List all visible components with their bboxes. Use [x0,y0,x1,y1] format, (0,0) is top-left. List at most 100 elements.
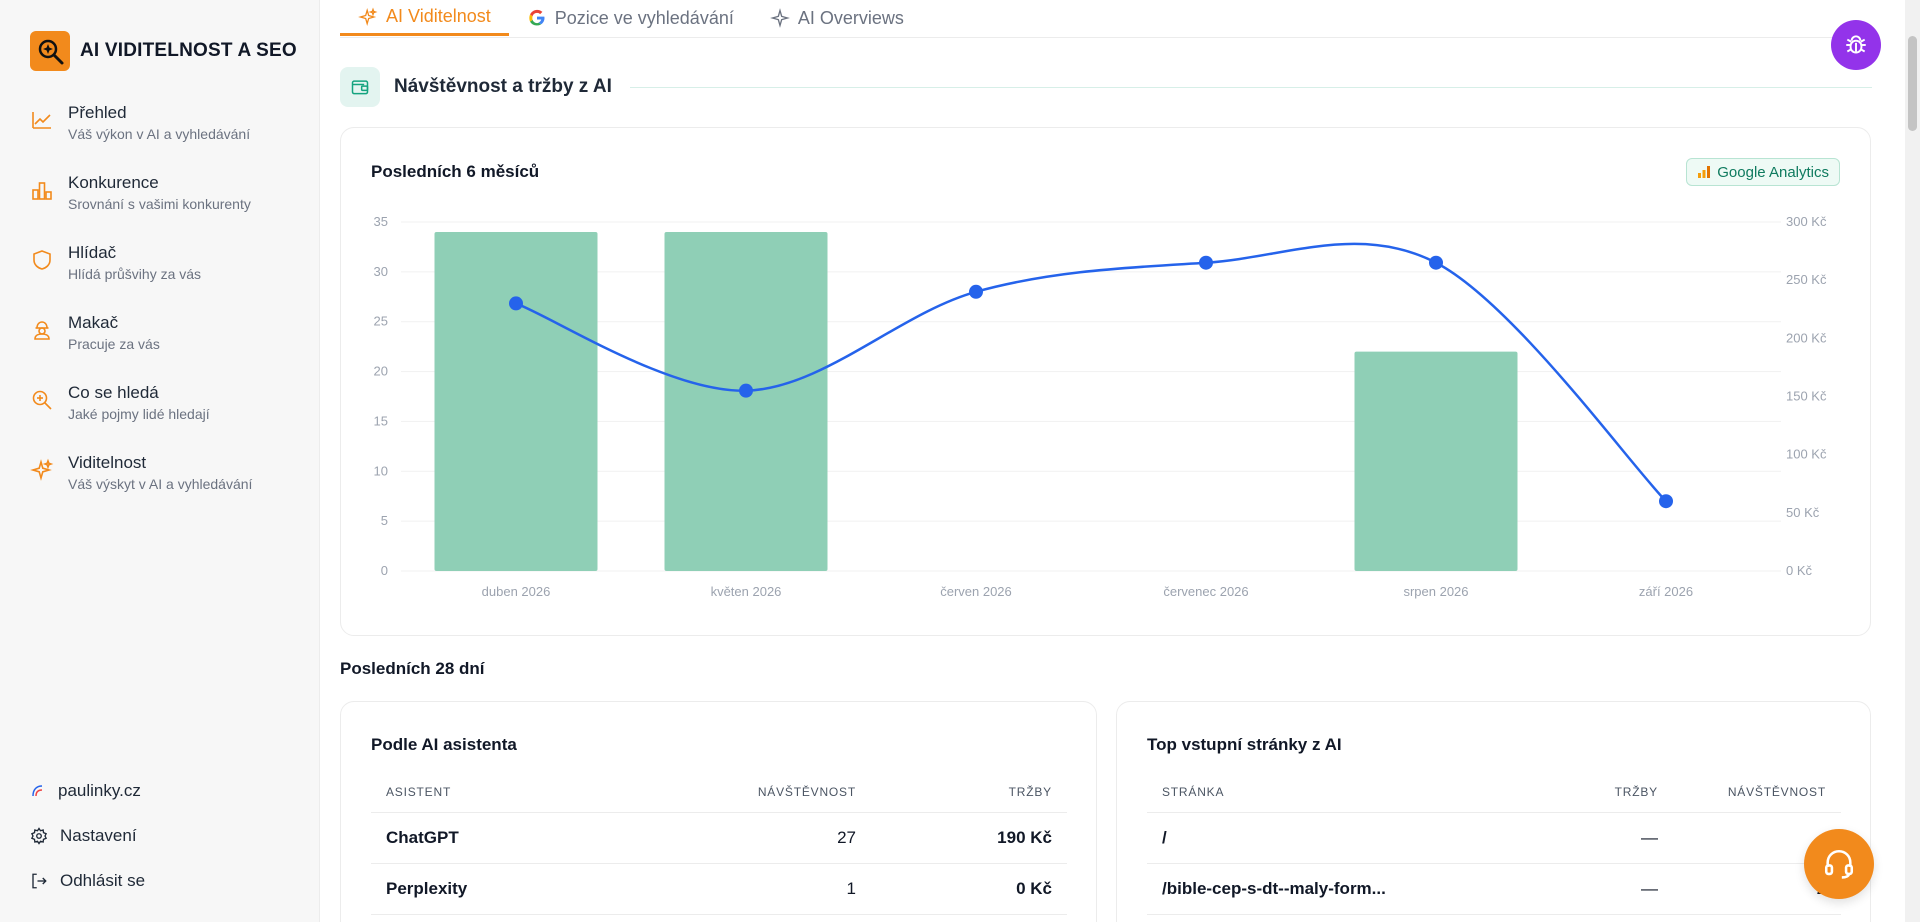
sidebar-item-subtitle: Srovnání s vašimi konkurenty [68,194,251,214]
sidebar-item-title: Přehled [68,102,250,124]
y-left-tick-label: 25 [374,314,388,329]
sidebar-item-title: Makač [68,312,160,334]
col-header: ASISTENT [371,772,671,812]
sidebar-item-title: Co se hledá [68,382,210,404]
table-header-row: STRÁNKA TRŽBY NÁVŠTĚVNOST [1147,772,1841,812]
tab-ai-viditelnost[interactable]: AI Viditelnost [340,0,509,36]
scrollbar-thumb[interactable] [1908,36,1917,131]
table-row[interactable]: ChatGPT 27 190 Kč [371,812,1067,863]
sidebar-item-subtitle: Jaké pojmy lidé hledají [68,404,210,424]
sidebar-item-konkurence[interactable]: Konkurence Srovnání s vašimi konkurenty [30,172,310,242]
tab-bar: AI Viditelnost Pozice ve vyhledávání AI … [340,0,1872,38]
sparkle-icon [358,7,378,27]
sidebar-item-viditelnost[interactable]: Viditelnost Váš výskyt v AI a vyhledáván… [30,452,310,522]
y-right-tick-label: 0 Kč [1786,563,1813,578]
sidebar-item-co-se-hleda[interactable]: Co se hledá Jaké pojmy lidé hledají [30,382,310,452]
col-header: TRŽBY [871,772,1067,812]
y-right-tick-label: 200 Kč [1786,330,1827,345]
revenue-point [739,384,753,398]
x-tick-label: červenec 2026 [1163,584,1248,599]
bug-report-button[interactable] [1831,20,1881,70]
tab-ai-overviews[interactable]: AI Overviews [752,0,922,36]
brand[interactable]: AI VIDITELNOST A SEO [30,31,297,71]
landing-table: STRÁNKA TRŽBY NÁVŠTĚVNOST / — /bible-cep… [1147,772,1841,915]
y-left-tick-label: 30 [374,264,388,279]
y-left-tick-label: 5 [381,513,388,528]
sidebar-item-title: Hlídač [68,242,201,264]
sidebar-footer: paulinky.cz Nastavení Odhlásit se [30,768,310,903]
bar [665,232,828,571]
sidebar-nav: Přehled Váš výkon v AI a vyhledávání Kon… [30,102,310,522]
wallet-icon [340,67,380,107]
support-chat-button[interactable] [1804,829,1874,899]
y-right-tick-label: 100 Kč [1786,447,1827,462]
chart-line-icon [30,108,54,132]
site-selector[interactable]: paulinky.cz [30,768,310,813]
table-header-row: ASISTENT NÁVŠTĚVNOST TRŽBY [371,772,1067,812]
x-tick-label: září 2026 [1639,584,1693,599]
tab-pozice[interactable]: Pozice ve vyhledávání [509,0,752,36]
brand-name: AI VIDITELNOST A SEO [80,40,297,62]
settings-link[interactable]: Nastavení [30,813,310,858]
y-left-tick-label: 35 [374,214,388,229]
gear-icon [30,827,48,845]
sidebar-item-hlidac[interactable]: Hlídač Hlídá průšvihy za vás [30,242,310,312]
y-right-tick-label: 300 Kč [1786,214,1827,229]
table-cell: Perplexity [371,863,671,914]
sparkle-icon [30,458,54,482]
x-tick-label: duben 2026 [482,584,551,599]
table-cell: 0 Kč [871,863,1067,914]
section-header: Návštěvnost a tržby z AI [340,67,1872,107]
search-icon [30,388,54,412]
x-tick-label: srpen 2026 [1403,584,1468,599]
google-icon [527,8,547,28]
logout-link[interactable]: Odhlásit se [30,858,310,903]
main-content: AI Viditelnost Pozice ve vyhledávání AI … [340,0,1872,922]
table-cell: 27 [671,812,871,863]
sidebar: AI VIDITELNOST A SEO Přehled Váš výkon v… [0,0,320,922]
y-left-tick-label: 10 [374,463,388,478]
revenue-point [1199,256,1213,270]
table-cell: — [1567,863,1673,914]
y-right-tick-label: 50 Kč [1786,505,1820,520]
sidebar-item-makac[interactable]: Makač Pracuje za vás [30,312,310,382]
sidebar-item-title: Viditelnost [68,452,252,474]
y-left-tick-label: 15 [374,413,388,428]
col-header: STRÁNKA [1147,772,1567,812]
assistant-table-title: Podle AI asistenta [371,735,517,755]
brand-logo-icon [30,31,70,71]
site-favicon-icon [30,783,46,799]
y-left-tick-label: 0 [381,563,388,578]
logout-label: Odhlásit se [60,871,145,891]
section-divider [630,87,1872,88]
table-cell: 1 [671,863,871,914]
settings-label: Nastavení [60,826,137,846]
bug-icon [1843,32,1869,58]
assistant-table: ASISTENT NÁVŠTĚVNOST TRŽBY ChatGPT 27 19… [371,772,1067,915]
visits-revenue-chart: 0 5 10 15 20 25 30 35 0 Kč 50 Kč 100 Kč 150 Kč 200 K… [341,128,1872,637]
tab-label: Pozice ve vyhledávání [555,8,734,29]
sidebar-item-subtitle: Hlídá průšvihy za vás [68,264,201,284]
revenue-point [509,296,523,310]
bar [435,232,598,571]
site-name: paulinky.cz [58,781,141,801]
chart-card: Posledních 6 měsíců Google Analytics 0 5 1… [340,127,1871,636]
sidebar-item-subtitle: Váš výkon v AI a vyhledávání [68,124,250,144]
revenue-point [969,285,983,299]
y-left-tick-label: 20 [374,364,388,379]
y-right-tick-label: 250 Kč [1786,272,1827,287]
table-cell: 190 Kč [871,812,1067,863]
tab-label: AI Overviews [798,8,904,29]
sidebar-item-prehled[interactable]: Přehled Váš výkon v AI a vyhledávání [30,102,310,172]
table-cell: / [1147,812,1567,863]
last28-heading: Posledních 28 dní [340,659,485,679]
table-row[interactable]: / — [1147,812,1841,863]
bar-chart-icon [30,178,54,202]
landing-pages-card: Top vstupní stránky z AI STRÁNKA TRŽBY N… [1116,701,1871,922]
table-row[interactable]: /bible-cep-s-dt--maly-form... — 2 [1147,863,1841,914]
y-right-tick-label: 150 Kč [1786,389,1827,404]
table-row[interactable]: Perplexity 1 0 Kč [371,863,1067,914]
assistant-card: Podle AI asistenta ASISTENT NÁVŠTĚVNOST … [340,701,1097,922]
page-scrollbar[interactable] [1905,0,1920,922]
